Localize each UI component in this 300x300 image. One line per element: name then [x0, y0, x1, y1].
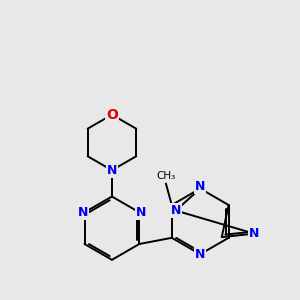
Text: N: N — [171, 204, 181, 217]
Text: CH₃: CH₃ — [156, 171, 176, 181]
Text: N: N — [77, 206, 88, 219]
Text: O: O — [106, 108, 118, 122]
Text: N: N — [136, 206, 146, 219]
Text: N: N — [195, 248, 206, 261]
Text: N: N — [107, 164, 117, 177]
Text: N: N — [195, 180, 206, 193]
Text: N: N — [249, 227, 260, 240]
